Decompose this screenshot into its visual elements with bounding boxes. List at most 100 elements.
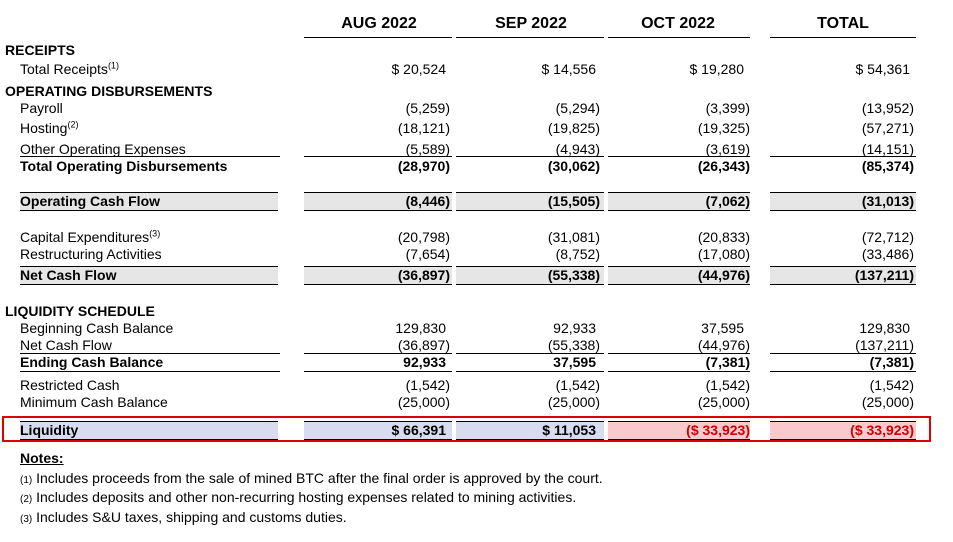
cell-total-receipts-oct: $ 19,280 (689, 61, 745, 77)
cell-hosting-total: (57,271) (861, 120, 914, 136)
row-label-restricted-cash: Restricted Cash (20, 377, 120, 393)
row-label-total-receipts: Total Receipts(1) (20, 60, 119, 77)
row-label-minimum-cash-balance: Minimum Cash Balance (20, 394, 168, 410)
row-band-liquidity (456, 421, 604, 440)
header-underline (770, 37, 916, 38)
cell-net-cash-flow-2-sep: (55,338) (547, 337, 600, 353)
divider (456, 371, 604, 372)
row-band-net-cash-flow (608, 266, 750, 285)
note-1: (1) Includes proceeds from the sale of m… (20, 470, 603, 486)
cell-total-opex-aug: (28,970) (397, 158, 450, 174)
cell-restructuring-sep: (8,752) (555, 246, 600, 262)
cell-capex-aug: (20,798) (397, 229, 450, 245)
section-liquidity-schedule: LIQUIDITY SCHEDULE (5, 303, 155, 319)
cell-liquidity-oct: ($ 33,923) (686, 422, 750, 438)
cell-op-cash-flow-aug: (8,446) (405, 193, 450, 209)
cell-net-cash-flow-2-total: (137,211) (855, 337, 914, 353)
cell-hosting-oct: (19,325) (697, 120, 750, 136)
row-band-net-cash-flow (456, 266, 604, 285)
cell-restricted-cash-aug: (1,542) (405, 377, 450, 393)
cell-total-receipts-aug: $ 20,524 (391, 61, 447, 77)
row-band-operating-cash-flow (456, 192, 604, 211)
cell-total-opex-oct: (26,343) (697, 158, 750, 174)
divider (20, 353, 280, 354)
cell-total-opex-total: (85,374) (861, 158, 914, 174)
row-band-operating-cash-flow (304, 192, 452, 211)
cell-op-cash-flow-oct: (7,062) (705, 193, 750, 209)
cell-net-cash-flow-total: (137,211) (854, 267, 914, 283)
cell-restricted-cash-total: (1,542) (869, 377, 914, 393)
divider (304, 353, 452, 354)
row-band-operating-cash-flow (608, 192, 750, 211)
cell-beginning-cash-total: 129,830 (859, 320, 910, 336)
cell-net-cash-flow-oct: (44,976) (697, 267, 750, 283)
row-label-payroll: Payroll (20, 100, 63, 116)
cell-hosting-sep: (19,825) (547, 120, 600, 136)
row-band-liquidity-negative (608, 421, 750, 440)
row-band-liquidity (304, 421, 452, 440)
row-band-net-cash-flow (304, 266, 452, 285)
cell-min-cash-sep: (25,000) (547, 394, 600, 410)
row-label-total-operating-disbursements: Total Operating Disbursements (20, 158, 228, 174)
liquidity-highlight-box (2, 416, 931, 442)
cell-liquidity-sep: $ 11,053 (542, 422, 596, 438)
cell-beginning-cash-oct: 37,595 (701, 320, 744, 336)
cell-op-cash-flow-total: (31,013) (861, 193, 914, 209)
cell-restructuring-aug: (7,654) (405, 246, 450, 262)
notes-title: Notes: (20, 450, 64, 466)
cell-ending-cash-total: (7,381) (869, 354, 914, 370)
section-receipts: RECEIPTS (5, 42, 76, 58)
cell-beginning-cash-sep: 92,933 (553, 320, 596, 336)
row-band-operating-cash-flow (770, 192, 916, 211)
header-underline (608, 37, 750, 38)
column-header-aug: AUG 2022 (341, 15, 417, 32)
cell-restricted-cash-oct: (1,542) (705, 377, 750, 393)
cell-op-cash-flow-sep: (15,505) (547, 193, 600, 209)
cell-hosting-aug: (18,121) (397, 120, 450, 136)
cell-other-opex-sep: (4,943) (555, 141, 600, 157)
row-label-capital-expenditures: Capital Expenditures(3) (20, 228, 161, 245)
cell-capex-sep: (31,081) (547, 229, 600, 245)
cell-beginning-cash-aug: 129,830 (395, 320, 446, 336)
divider (304, 371, 452, 372)
column-header-oct: OCT 2022 (641, 15, 715, 32)
divider (608, 353, 750, 354)
header-underline (456, 37, 604, 38)
cell-other-opex-oct: (3,619) (705, 141, 750, 157)
note-2: (2) Includes deposits and other non-recu… (20, 489, 577, 505)
cell-other-opex-aug: (5,589) (405, 141, 450, 157)
cell-payroll-sep: (5,294) (555, 100, 600, 116)
cell-capex-oct: (20,833) (697, 229, 750, 245)
cell-total-receipts-sep: $ 14,556 (541, 61, 597, 77)
cell-net-cash-flow-2-oct: (44,976) (697, 337, 750, 353)
cell-liquidity-total: ($ 33,923) (850, 422, 914, 438)
cell-restructuring-total: (33,486) (861, 246, 914, 262)
divider (20, 156, 280, 157)
row-label-liquidity: Liquidity (20, 422, 79, 438)
cell-ending-cash-sep: 37,595 (553, 354, 596, 370)
note-3: (3) Includes S&U taxes, shipping and cus… (20, 509, 347, 525)
row-label-ending-cash-balance: Ending Cash Balance (20, 354, 164, 370)
row-label-other-operating-expenses: Other Operating Expenses (20, 141, 186, 157)
divider (608, 156, 750, 157)
cell-total-opex-sep: (30,062) (547, 158, 600, 174)
cell-ending-cash-oct: (7,381) (705, 354, 750, 370)
header-underline (304, 37, 452, 38)
divider (304, 156, 452, 157)
cell-payroll-total: (13,952) (861, 100, 914, 116)
cell-net-cash-flow-2-aug: (36,897) (397, 337, 450, 353)
cell-restructuring-oct: (17,080) (697, 246, 750, 262)
cell-net-cash-flow-sep: (55,338) (547, 267, 600, 283)
divider (456, 156, 604, 157)
divider (20, 371, 280, 372)
row-label-hosting: Hosting(2) (20, 119, 79, 136)
cell-liquidity-aug: $ 66,391 (391, 422, 447, 438)
cell-min-cash-total: (25,000) (861, 394, 914, 410)
cell-ending-cash-aug: 92,933 (403, 354, 446, 370)
column-header-total: TOTAL (817, 15, 869, 32)
divider (770, 156, 916, 157)
divider (608, 371, 750, 372)
divider (456, 353, 604, 354)
section-operating-disbursements: OPERATING DISBURSEMENTS (5, 83, 213, 99)
cell-restricted-cash-sep: (1,542) (555, 377, 600, 393)
